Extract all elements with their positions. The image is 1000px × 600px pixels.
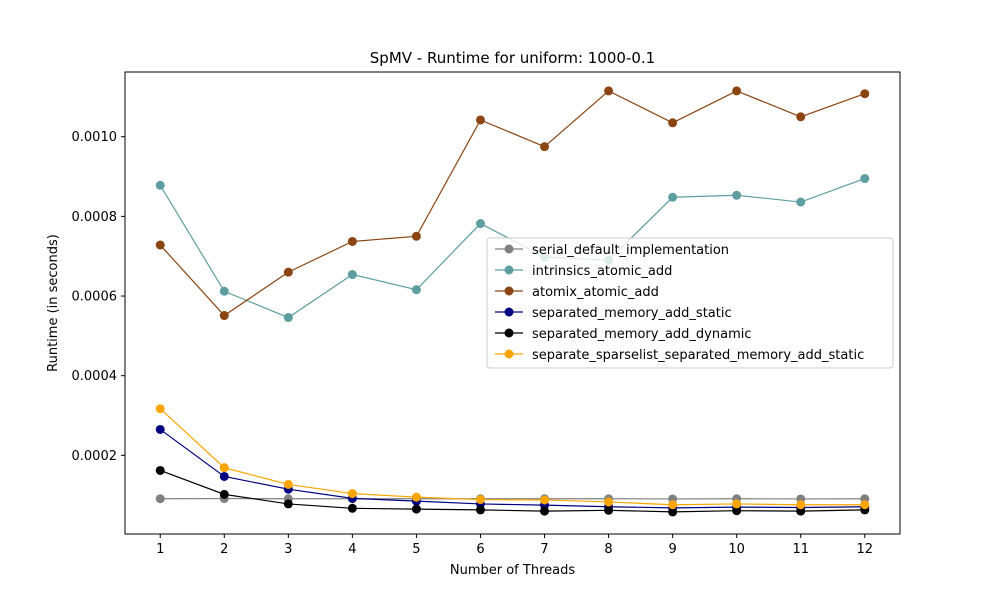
data-point-5-2 — [283, 479, 293, 489]
data-point-1-8 — [668, 192, 678, 202]
data-point-3-1 — [219, 471, 229, 481]
data-point-4-7 — [604, 505, 614, 515]
data-point-4-0 — [155, 465, 165, 475]
legend-marker-0 — [504, 244, 514, 254]
legend-marker-4 — [504, 328, 514, 338]
data-point-4-2 — [283, 499, 293, 509]
data-point-5-10 — [796, 500, 806, 510]
data-point-4-9 — [732, 506, 742, 516]
x-tick-label-5: 6 — [476, 542, 484, 557]
data-point-3-0 — [155, 424, 165, 434]
legend-label-5: separate_sparselist_separated_memory_add… — [532, 348, 864, 363]
data-point-2-2 — [283, 267, 293, 277]
data-point-2-9 — [732, 86, 742, 96]
data-point-4-1 — [219, 489, 229, 499]
data-point-5-9 — [732, 499, 742, 509]
x-tick-label-8: 9 — [668, 542, 676, 557]
y-tick-label-0: 0.0002 — [72, 449, 118, 464]
data-point-1-11 — [860, 174, 870, 184]
data-point-4-6 — [540, 506, 550, 516]
data-point-1-2 — [283, 313, 293, 323]
data-point-5-8 — [668, 500, 678, 510]
data-point-4-3 — [347, 503, 357, 513]
data-point-5-7 — [604, 497, 614, 507]
y-tick-label-1: 0.0004 — [72, 369, 118, 384]
y-axis-title: Runtime (in seconds) — [46, 234, 61, 372]
legend-label-4: separated_memory_add_dynamic — [532, 327, 752, 342]
data-point-2-10 — [796, 112, 806, 122]
data-point-1-9 — [732, 190, 742, 200]
x-tick-label-0: 1 — [156, 542, 164, 557]
x-tick-label-6: 7 — [540, 542, 548, 557]
legend-marker-3 — [504, 307, 514, 317]
x-tick-label-2: 3 — [284, 542, 292, 557]
data-point-2-1 — [219, 311, 229, 321]
data-point-2-4 — [411, 231, 421, 241]
x-tick-label-3: 4 — [348, 542, 356, 557]
x-tick-label-1: 2 — [220, 542, 228, 557]
legend-label-1: intrinsics_atomic_add — [532, 264, 672, 279]
data-point-0-0 — [155, 494, 165, 504]
data-point-5-4 — [411, 492, 421, 502]
data-point-1-10 — [796, 197, 806, 207]
x-tick-label-10: 11 — [792, 542, 809, 557]
x-tick-label-9: 10 — [728, 542, 745, 557]
x-axis-title: Number of Threads — [450, 563, 575, 578]
series-2 — [155, 86, 870, 321]
data-point-2-11 — [860, 89, 870, 99]
data-point-2-3 — [347, 236, 357, 246]
data-point-5-6 — [540, 495, 550, 505]
series-line-2 — [159, 90, 865, 317]
chart-title: SpMV - Runtime for uniform: 1000-0.1 — [370, 49, 655, 67]
y-tick-label-2: 0.0006 — [72, 290, 118, 305]
y-tick-label-4: 0.0010 — [72, 130, 118, 145]
data-point-2-6 — [540, 142, 550, 152]
data-point-1-0 — [155, 180, 165, 190]
y-tick-label-3: 0.0008 — [72, 210, 118, 225]
data-point-1-5 — [475, 219, 485, 229]
series-line-3 — [159, 428, 865, 509]
series-4 — [155, 465, 870, 517]
legend: serial_default_implementation intrinsics_… — [486, 237, 894, 369]
legend-marker-2 — [504, 286, 514, 296]
legend-label-3: separated_memory_add_static — [532, 306, 732, 321]
data-point-5-3 — [347, 489, 357, 499]
data-point-5-5 — [475, 495, 485, 505]
data-point-5-0 — [155, 404, 165, 414]
data-point-2-7 — [604, 86, 614, 96]
data-point-4-5 — [475, 505, 485, 515]
x-tick-label-11: 12 — [856, 542, 873, 557]
data-point-1-1 — [219, 286, 229, 296]
series-line-4 — [160, 469, 865, 513]
data-point-5-11 — [860, 500, 870, 510]
legend-label-0: serial_default_implementation — [532, 243, 729, 258]
data-point-2-5 — [475, 115, 485, 125]
data-point-5-1 — [219, 463, 229, 473]
x-tick-label-4: 5 — [412, 542, 420, 557]
data-point-1-4 — [411, 285, 421, 295]
series-line-5 — [159, 408, 865, 506]
axes-frame — [124, 71, 901, 535]
legend-box — [486, 237, 894, 369]
data-point-4-10 — [796, 506, 806, 516]
data-point-2-0 — [155, 240, 165, 250]
legend-label-2: atomix_atomic_add — [532, 285, 659, 300]
series-5 — [155, 404, 870, 510]
legend-marker-1 — [504, 265, 514, 275]
legend-marker-5 — [504, 349, 514, 359]
data-point-4-8 — [668, 507, 678, 517]
data-point-2-8 — [668, 118, 678, 128]
data-point-1-3 — [347, 270, 357, 280]
x-tick-label-7: 8 — [604, 542, 612, 557]
data-point-4-4 — [411, 504, 421, 514]
